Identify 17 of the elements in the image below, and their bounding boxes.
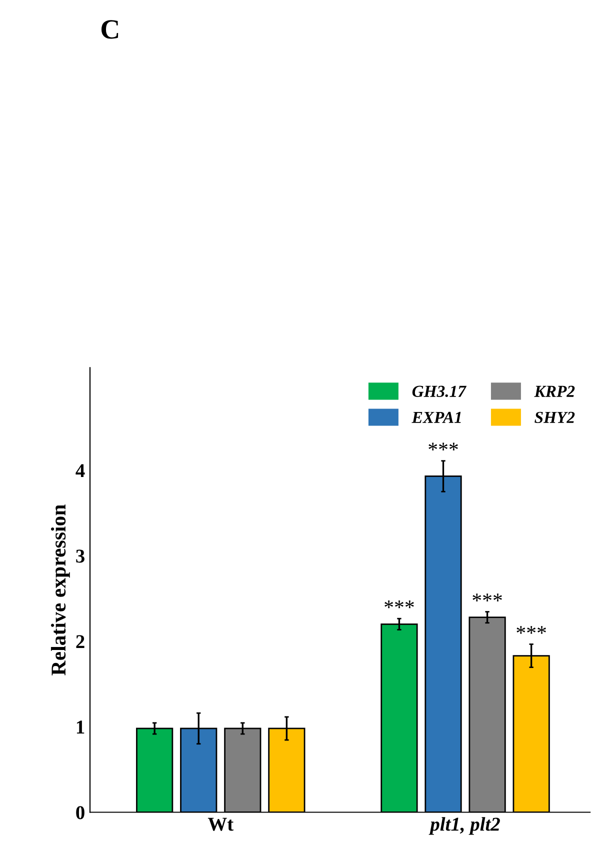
data-label: *** xyxy=(516,626,546,634)
y-tick-label: 1 xyxy=(76,720,84,734)
x-tick-label: Wt xyxy=(208,818,234,831)
y-tick-label: 0 xyxy=(76,806,84,820)
legend-label: GH3.17 xyxy=(412,386,467,398)
y-axis-title: Relative expression xyxy=(50,504,70,676)
chart-title: C xyxy=(101,20,118,39)
data-label: *** xyxy=(384,600,414,608)
data-label: *** xyxy=(472,594,502,602)
legend-label: SHY2 xyxy=(534,412,575,424)
y-tick-label: 2 xyxy=(76,635,84,648)
y-tick-label: 4 xyxy=(76,464,85,477)
data-label: *** xyxy=(428,442,458,450)
x-tick-label: plt1, plt2 xyxy=(428,817,500,835)
legend-label: EXPA1 xyxy=(412,412,461,423)
y-tick-label: 3 xyxy=(76,550,84,563)
legend-label: KRP2 xyxy=(534,386,575,397)
